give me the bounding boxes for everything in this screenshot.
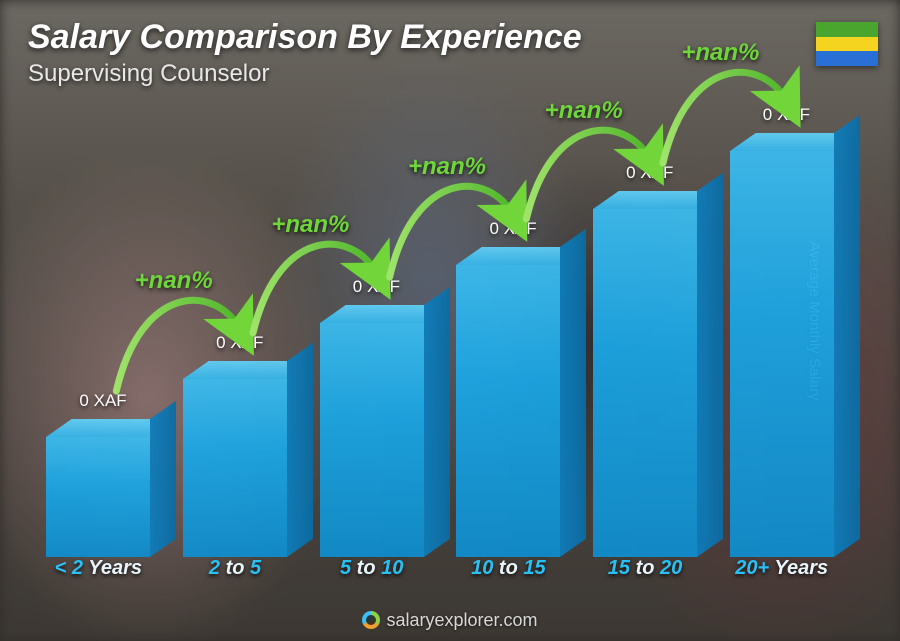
delta-arc [526,130,651,219]
container: Salary Comparison By Experience Supervis… [0,0,900,641]
delta-arc [253,244,378,333]
delta-arc [663,72,788,163]
delta-arc [116,300,241,391]
delta-label: +nan% [681,39,759,67]
chart-subtitle: Supervising Counselor [28,60,269,88]
flag-stripe-1 [816,22,878,37]
delta-label: +nan% [545,97,623,125]
chart-area: 0 XAF0 XAF0 XAF0 XAF0 XAF0 XAF < 2 Years… [30,90,850,585]
delta-label: +nan% [408,153,486,181]
flag-stripe-2 [816,37,878,52]
delta-label: +nan% [135,267,213,295]
footer-text: salaryexplorer.com [386,610,537,630]
chart-title: Salary Comparison By Experience [28,18,582,57]
delta-arc [390,186,515,277]
flag-stripe-3 [816,51,878,66]
footer: salaryexplorer.com [0,610,900,631]
logo-icon [362,611,380,629]
country-flag-gabon [816,22,878,66]
delta-label: +nan% [271,211,349,239]
